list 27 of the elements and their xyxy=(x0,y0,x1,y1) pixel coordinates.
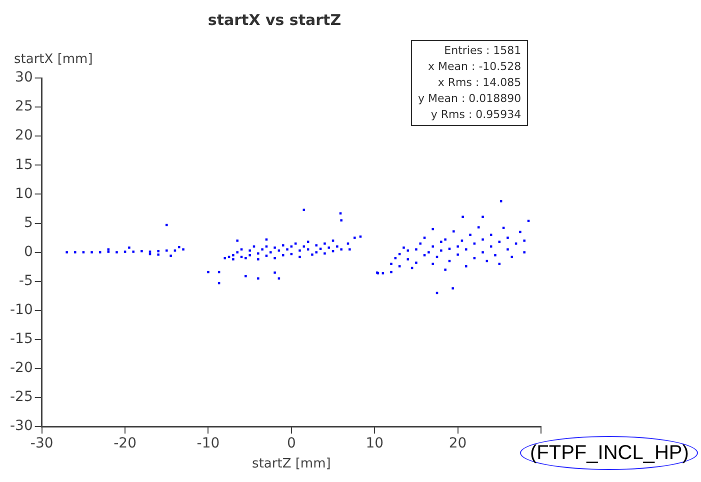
annotation: y Mean : 0.018890 xyxy=(418,91,522,107)
y-axis-title: startX [mm] xyxy=(14,52,93,67)
annotation: y Rms : 0.95934 xyxy=(430,107,522,123)
y-tick-label: 25 xyxy=(15,98,33,115)
x-tick-label: -10 xyxy=(196,436,220,452)
y-tick-label: 5 xyxy=(24,214,33,231)
y-tick-label: -20 xyxy=(10,360,33,376)
annotation: x Rms : 14.085 xyxy=(436,75,522,91)
y-tick-label: 30 xyxy=(15,70,33,86)
x-tick-label: 20 xyxy=(448,436,467,452)
x-tick-label: -20 xyxy=(114,436,136,452)
y-tick-label: -30 xyxy=(10,418,33,434)
y-tick-label: 10 xyxy=(15,186,33,202)
y-tick-label: -5 xyxy=(18,272,33,289)
y-tick-label: -25 xyxy=(10,389,33,406)
x-axis-title: startZ [mm] xyxy=(252,456,331,472)
text: x Mean : -10.528 xyxy=(427,59,522,75)
y-tick-label: 0 xyxy=(24,244,33,260)
y-tick-label: 15 xyxy=(15,156,33,173)
x-tick-label: 0 xyxy=(286,436,296,452)
text: Entries : 1581 xyxy=(443,43,522,59)
text: (FTPF_INCL_HP) xyxy=(530,442,689,465)
chart-title: startX vs startZ xyxy=(208,10,342,29)
y-tick-label: -10 xyxy=(10,302,33,318)
x-tick-label: 10 xyxy=(366,436,384,452)
y-tick-label: 20 xyxy=(15,128,33,144)
y-tick-label: -15 xyxy=(10,331,33,348)
